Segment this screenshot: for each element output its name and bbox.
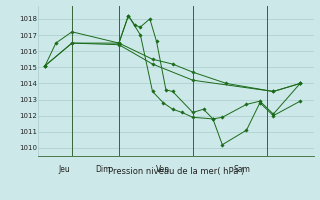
Text: Sam: Sam	[233, 165, 250, 174]
Text: Dim: Dim	[95, 165, 111, 174]
Text: Ven: Ven	[156, 165, 170, 174]
Text: Jeu: Jeu	[59, 165, 70, 174]
X-axis label: Pression niveau de la mer( hPa ): Pression niveau de la mer( hPa )	[108, 167, 244, 176]
